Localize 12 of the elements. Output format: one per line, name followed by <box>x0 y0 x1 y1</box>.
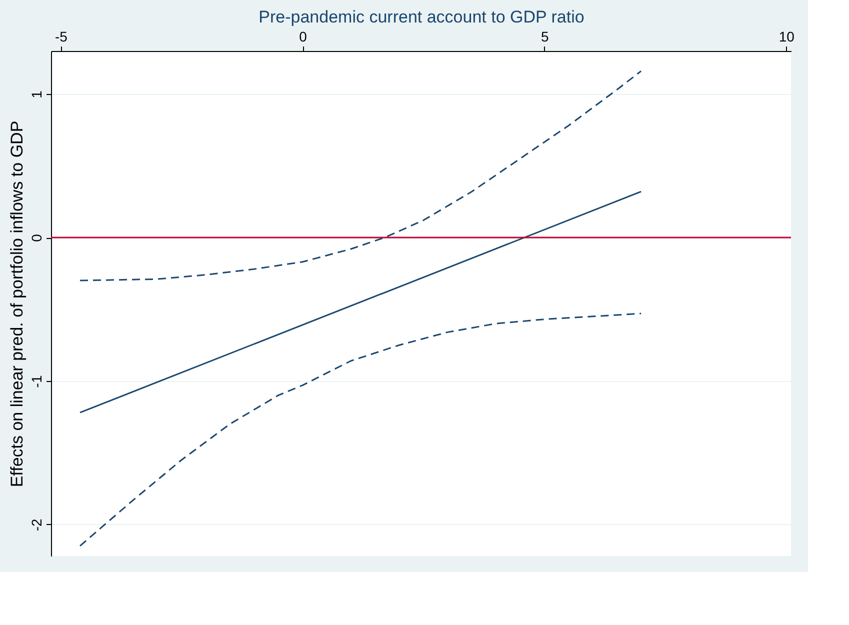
x-tick-label: 5 <box>540 28 549 44</box>
x-tick-label: -5 <box>54 28 68 44</box>
y-axis-title: Effects on linear pred. of portfolio inflows to GDP <box>8 120 26 488</box>
y-tick-label: -2 <box>28 518 44 532</box>
x-axis-title: Pre-pandemic current account to GDP ratio <box>258 8 584 26</box>
line-series <box>79 312 642 547</box>
y-tick-label: -1 <box>28 375 44 388</box>
y-tick-label: 0 <box>28 234 44 242</box>
x-tick-label: 10 <box>778 28 795 44</box>
line-series <box>79 70 642 282</box>
y-tick-label: 1 <box>28 90 44 98</box>
x-tick-label: 0 <box>299 28 308 44</box>
